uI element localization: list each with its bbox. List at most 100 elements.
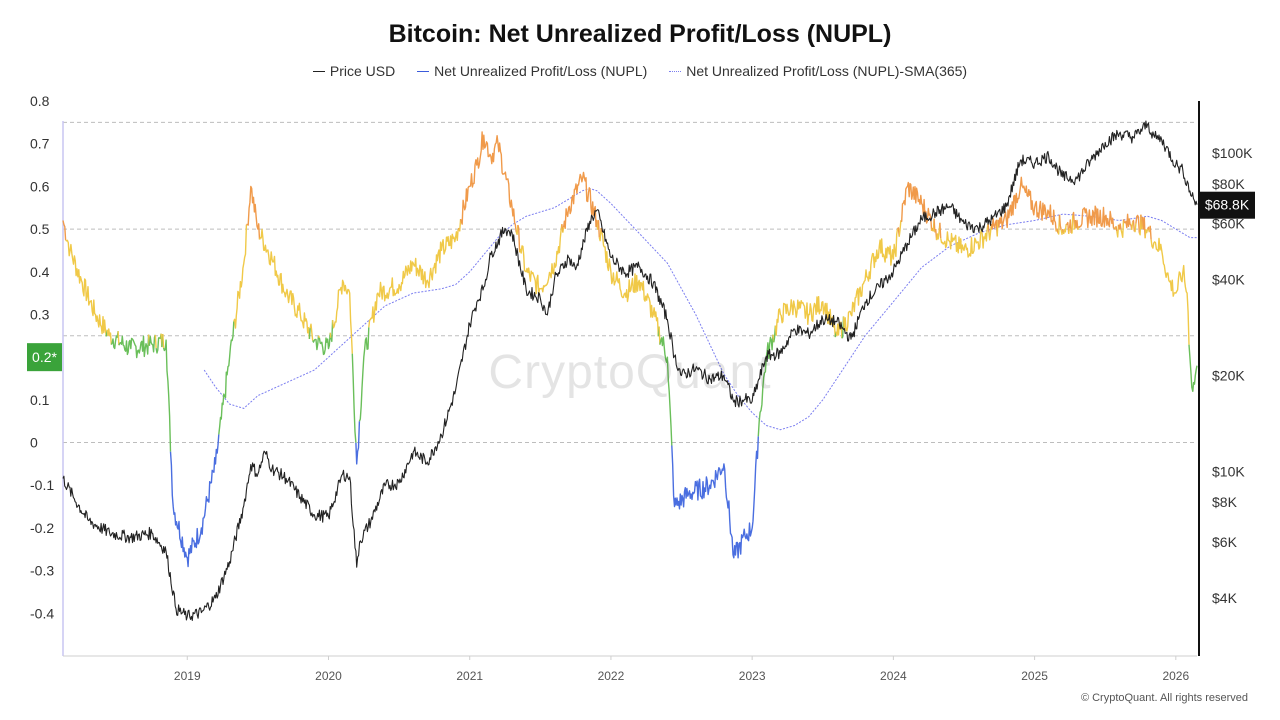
nupl-segment [939, 222, 942, 239]
nupl-segment [898, 220, 902, 237]
watermark: CryptoQuant [488, 346, 772, 399]
nupl-segment [774, 296, 836, 338]
left-tick-label: 0.7 [30, 136, 50, 152]
legend-label-sma: Net Unrealized Profit/Loss (NUPL)-SMA(36… [686, 63, 968, 79]
left-tick-label: 0.6 [30, 178, 50, 194]
chart-title: Bitcoin: Net Unrealized Profit/Loss (NUP… [388, 20, 892, 48]
nupl-segment [1115, 226, 1118, 232]
x-tick-label: 2019 [174, 669, 201, 683]
x-tick-label: 2020 [315, 669, 342, 683]
nupl-segment [1141, 216, 1146, 239]
nupl-segment [162, 339, 172, 452]
nupl-segment [562, 171, 599, 230]
nupl-segment [368, 227, 460, 328]
nupl-segment [935, 222, 941, 241]
nupl-segment [1078, 205, 1116, 230]
nupl-segment [1066, 221, 1070, 234]
legend-item-sma[interactable]: Net Unrealized Profit/Loss (NUPL)-SMA(36… [669, 63, 967, 79]
left-tick-label: 0.1 [30, 392, 50, 408]
legend: Price USD Net Unrealized Profit/Loss (NU… [0, 63, 1280, 79]
nupl-segment [1057, 214, 1061, 235]
left-tick-label: 0.3 [30, 306, 50, 322]
left-tick-label: 0.8 [30, 93, 50, 109]
right-tick-label: $10K [1212, 463, 1245, 479]
nupl-segment [1149, 225, 1152, 240]
nupl-segment [990, 217, 998, 237]
nupl-segment [65, 239, 107, 337]
right-tick-label: $100K [1212, 145, 1253, 161]
nupl-segment [1117, 223, 1122, 230]
nupl-segment [1068, 219, 1072, 234]
nupl-segment [598, 228, 602, 242]
nupl-segment [562, 227, 565, 233]
x-axis-ticks: 2019 2020 2021 2022 2023 2024 2025 2026 [174, 656, 1189, 683]
x-tick-label: 2021 [456, 669, 483, 683]
left-tick-label: 0.4 [30, 264, 50, 280]
nupl-segment [597, 220, 600, 238]
x-tick-label: 2024 [880, 669, 907, 683]
nupl-segment [988, 223, 993, 241]
right-tick-label: $6K [1212, 534, 1238, 550]
nupl-series [62, 131, 1198, 568]
nupl-segment [258, 228, 311, 339]
nupl-segment [842, 228, 899, 332]
nupl-segment [987, 223, 990, 233]
legend-label-nupl: Net Unrealized Profit/Loss (NUPL) [434, 63, 648, 79]
right-tick-label: $20K [1212, 368, 1245, 384]
nupl-segment [1131, 222, 1134, 230]
reference-lines [63, 121, 1197, 444]
nupl-segment [1131, 219, 1135, 232]
nupl-segment [1144, 228, 1149, 239]
highlight-tick-badge [27, 343, 62, 372]
nupl-segment [246, 185, 261, 240]
x-tick-label: 2023 [739, 669, 766, 683]
nupl-segment [106, 328, 112, 345]
nupl-segment [1150, 237, 1190, 345]
legend-swatch-nupl [417, 70, 430, 72]
nupl-segment [1074, 219, 1079, 230]
nupl-segment [308, 328, 311, 339]
left-tick-label: -0.2 [30, 520, 54, 536]
legend-item-nupl[interactable]: Net Unrealized Profit/Loss (NUPL) [417, 63, 647, 79]
legend-swatch-price [312, 70, 325, 72]
nupl-segment [117, 331, 120, 346]
legend-swatch-sma [669, 70, 682, 72]
nupl-segment [318, 332, 331, 356]
legend-item-price[interactable]: Price USD [312, 63, 396, 79]
nupl-segment [1063, 224, 1067, 235]
right-tick-label: $40K [1212, 272, 1245, 288]
nupl-segment [515, 225, 519, 236]
copyright: © CryptoQuant. All rights reserved [1080, 692, 1248, 704]
nupl-segment [355, 421, 361, 465]
nupl-segment [600, 228, 603, 233]
nupl-segment [997, 176, 1057, 232]
sma-line [203, 187, 1197, 431]
x-tick-label: 2025 [1021, 669, 1048, 683]
left-tick-label: -0.1 [30, 477, 54, 493]
left-tick-label: 0.2* [32, 349, 57, 365]
nupl-segment [358, 327, 370, 422]
nupl-segment [1116, 224, 1120, 238]
nupl-segment [940, 223, 989, 258]
nupl-segment [671, 436, 759, 559]
x-tick-label: 2022 [598, 669, 625, 683]
legend-label-price: Price USD [329, 63, 396, 79]
axis-badges: $68.8K [1199, 191, 1255, 219]
nupl-segment [309, 323, 314, 341]
left-tick-label: 0.5 [30, 221, 50, 237]
nupl-segment [330, 320, 334, 343]
nupl-segment [1120, 219, 1125, 239]
price-series [62, 120, 1198, 621]
nupl-segment [155, 333, 162, 354]
nupl-segment [1122, 213, 1133, 230]
nupl-segment [162, 333, 165, 348]
right-tick-label: $80K [1212, 176, 1245, 192]
nupl-segment [218, 321, 235, 435]
nupl-segment [1068, 228, 1071, 234]
left-tick-label: 0 [30, 435, 38, 451]
nupl-segment [148, 334, 156, 353]
left-axis-ticks: 0.8 0.7 0.6 0.5 0.4 0.3 0.2* 0.1 0 -0.1 -0.2 -0.3 -0… [27, 93, 62, 621]
nupl-segment [518, 224, 563, 296]
nupl-segment [233, 224, 248, 329]
